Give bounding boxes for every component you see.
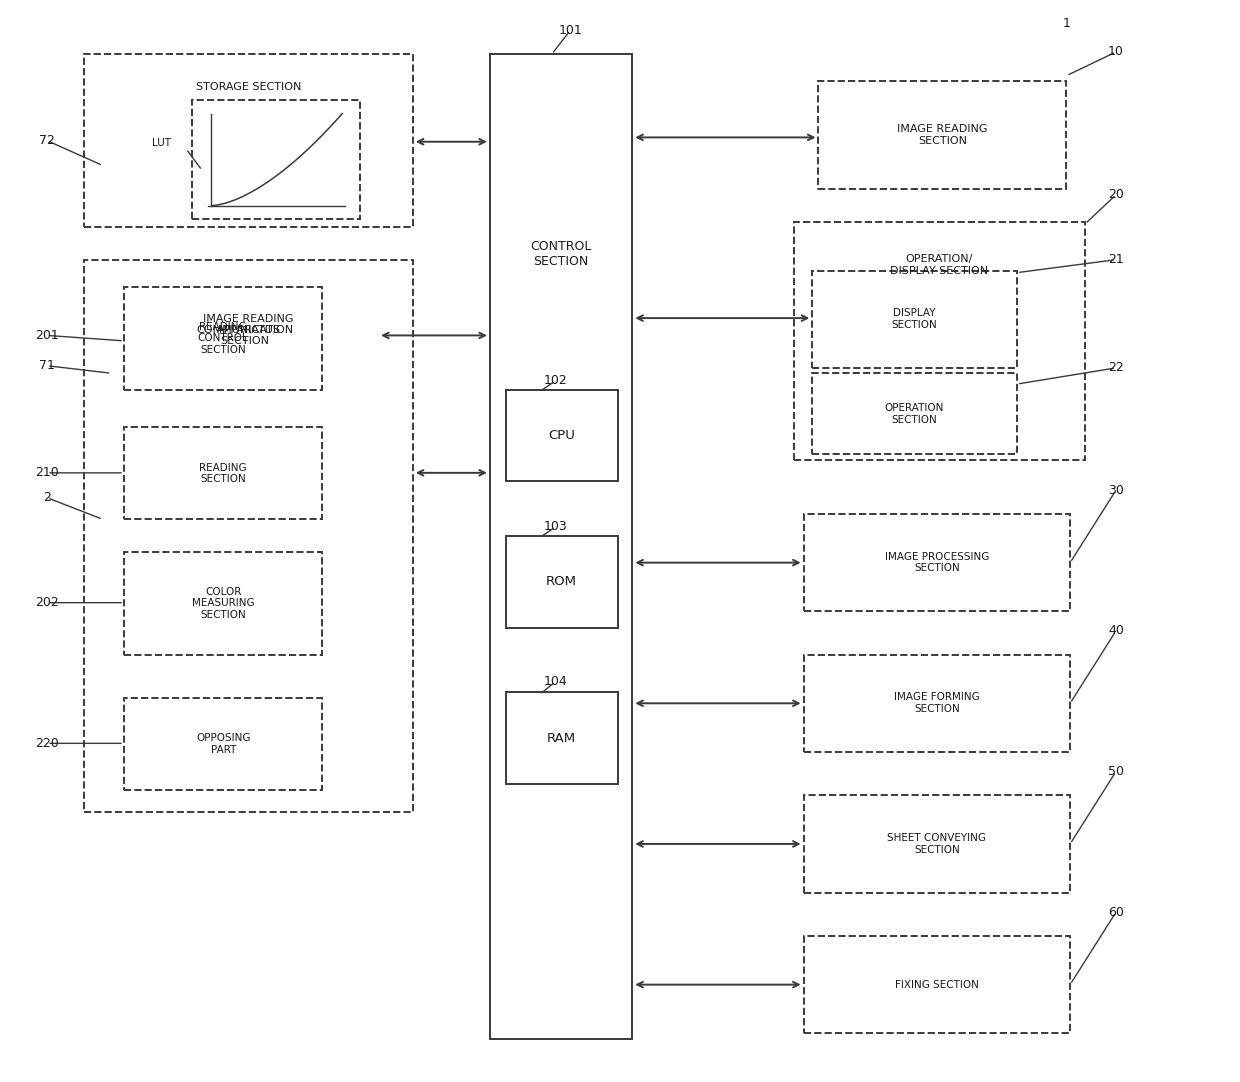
Bar (804, 795, 1070, 893)
Text: 202: 202 (35, 596, 60, 609)
Text: CONTROL
SECTION: CONTROL SECTION (531, 240, 591, 268)
Text: CPU: CPU (548, 428, 575, 443)
Text: IMAGE READING
SECTION: IMAGE READING SECTION (898, 124, 987, 146)
Text: READING
SECTION: READING SECTION (200, 463, 247, 484)
Text: 220: 220 (35, 737, 60, 750)
Text: OPPOSING
PART: OPPOSING PART (196, 734, 250, 754)
Bar (490, 54, 632, 1039)
Text: 104: 104 (543, 675, 568, 688)
Text: IMAGE READING
APPARATUS: IMAGE READING APPARATUS (203, 314, 294, 335)
Text: 20: 20 (1109, 188, 1123, 201)
Text: 1: 1 (1063, 17, 1070, 30)
Text: IMAGE PROCESSING
SECTION: IMAGE PROCESSING SECTION (884, 552, 990, 573)
Text: 103: 103 (543, 520, 568, 533)
Bar (804, 936, 1070, 1033)
Bar (124, 427, 322, 519)
Text: OPERATION/
DISPLAY SECTION: OPERATION/ DISPLAY SECTION (890, 254, 988, 276)
Text: 22: 22 (1109, 361, 1123, 374)
Text: 2: 2 (43, 491, 51, 504)
Text: OPERATION
SECTION: OPERATION SECTION (885, 404, 944, 424)
Bar (506, 692, 618, 784)
Bar (506, 390, 618, 481)
Text: ROM: ROM (546, 575, 577, 589)
Text: RAM: RAM (547, 731, 577, 745)
Bar (794, 222, 1085, 460)
Text: COLOR
MEASURING
SECTION: COLOR MEASURING SECTION (192, 586, 254, 620)
Text: FIXING SECTION: FIXING SECTION (895, 979, 978, 990)
Bar (812, 373, 1017, 454)
Text: DISPLAY
SECTION: DISPLAY SECTION (892, 308, 937, 330)
Text: STORAGE SECTION: STORAGE SECTION (196, 81, 301, 92)
Text: 72: 72 (40, 134, 55, 147)
Bar (812, 270, 1017, 368)
Text: 60: 60 (1109, 906, 1123, 919)
Text: IMAGE FORMING
SECTION: IMAGE FORMING SECTION (894, 692, 980, 714)
Bar (112, 287, 378, 384)
Bar (124, 698, 322, 790)
Text: 71: 71 (40, 359, 55, 372)
Bar (804, 655, 1070, 752)
Bar (804, 514, 1070, 611)
Text: 50: 50 (1109, 765, 1123, 778)
Bar (84, 54, 413, 227)
Text: 10: 10 (1109, 45, 1123, 58)
Text: 102: 102 (543, 374, 568, 387)
Text: READING
CONTROL
SECTION: READING CONTROL SECTION (198, 321, 248, 355)
Text: 21: 21 (1109, 253, 1123, 266)
Text: COMMUNICATION
SECTION: COMMUNICATION SECTION (196, 325, 294, 346)
Bar (124, 287, 322, 390)
Bar (124, 552, 322, 655)
Text: SHEET CONVEYING
SECTION: SHEET CONVEYING SECTION (888, 833, 986, 855)
Bar (192, 100, 360, 219)
Bar (818, 81, 1066, 189)
Bar (506, 536, 618, 628)
Text: 101: 101 (558, 24, 583, 37)
Text: 201: 201 (35, 329, 60, 342)
Text: 30: 30 (1109, 484, 1123, 497)
Bar (84, 260, 413, 812)
Text: 210: 210 (35, 466, 60, 479)
Text: LUT: LUT (153, 138, 171, 148)
Text: 40: 40 (1109, 624, 1123, 637)
